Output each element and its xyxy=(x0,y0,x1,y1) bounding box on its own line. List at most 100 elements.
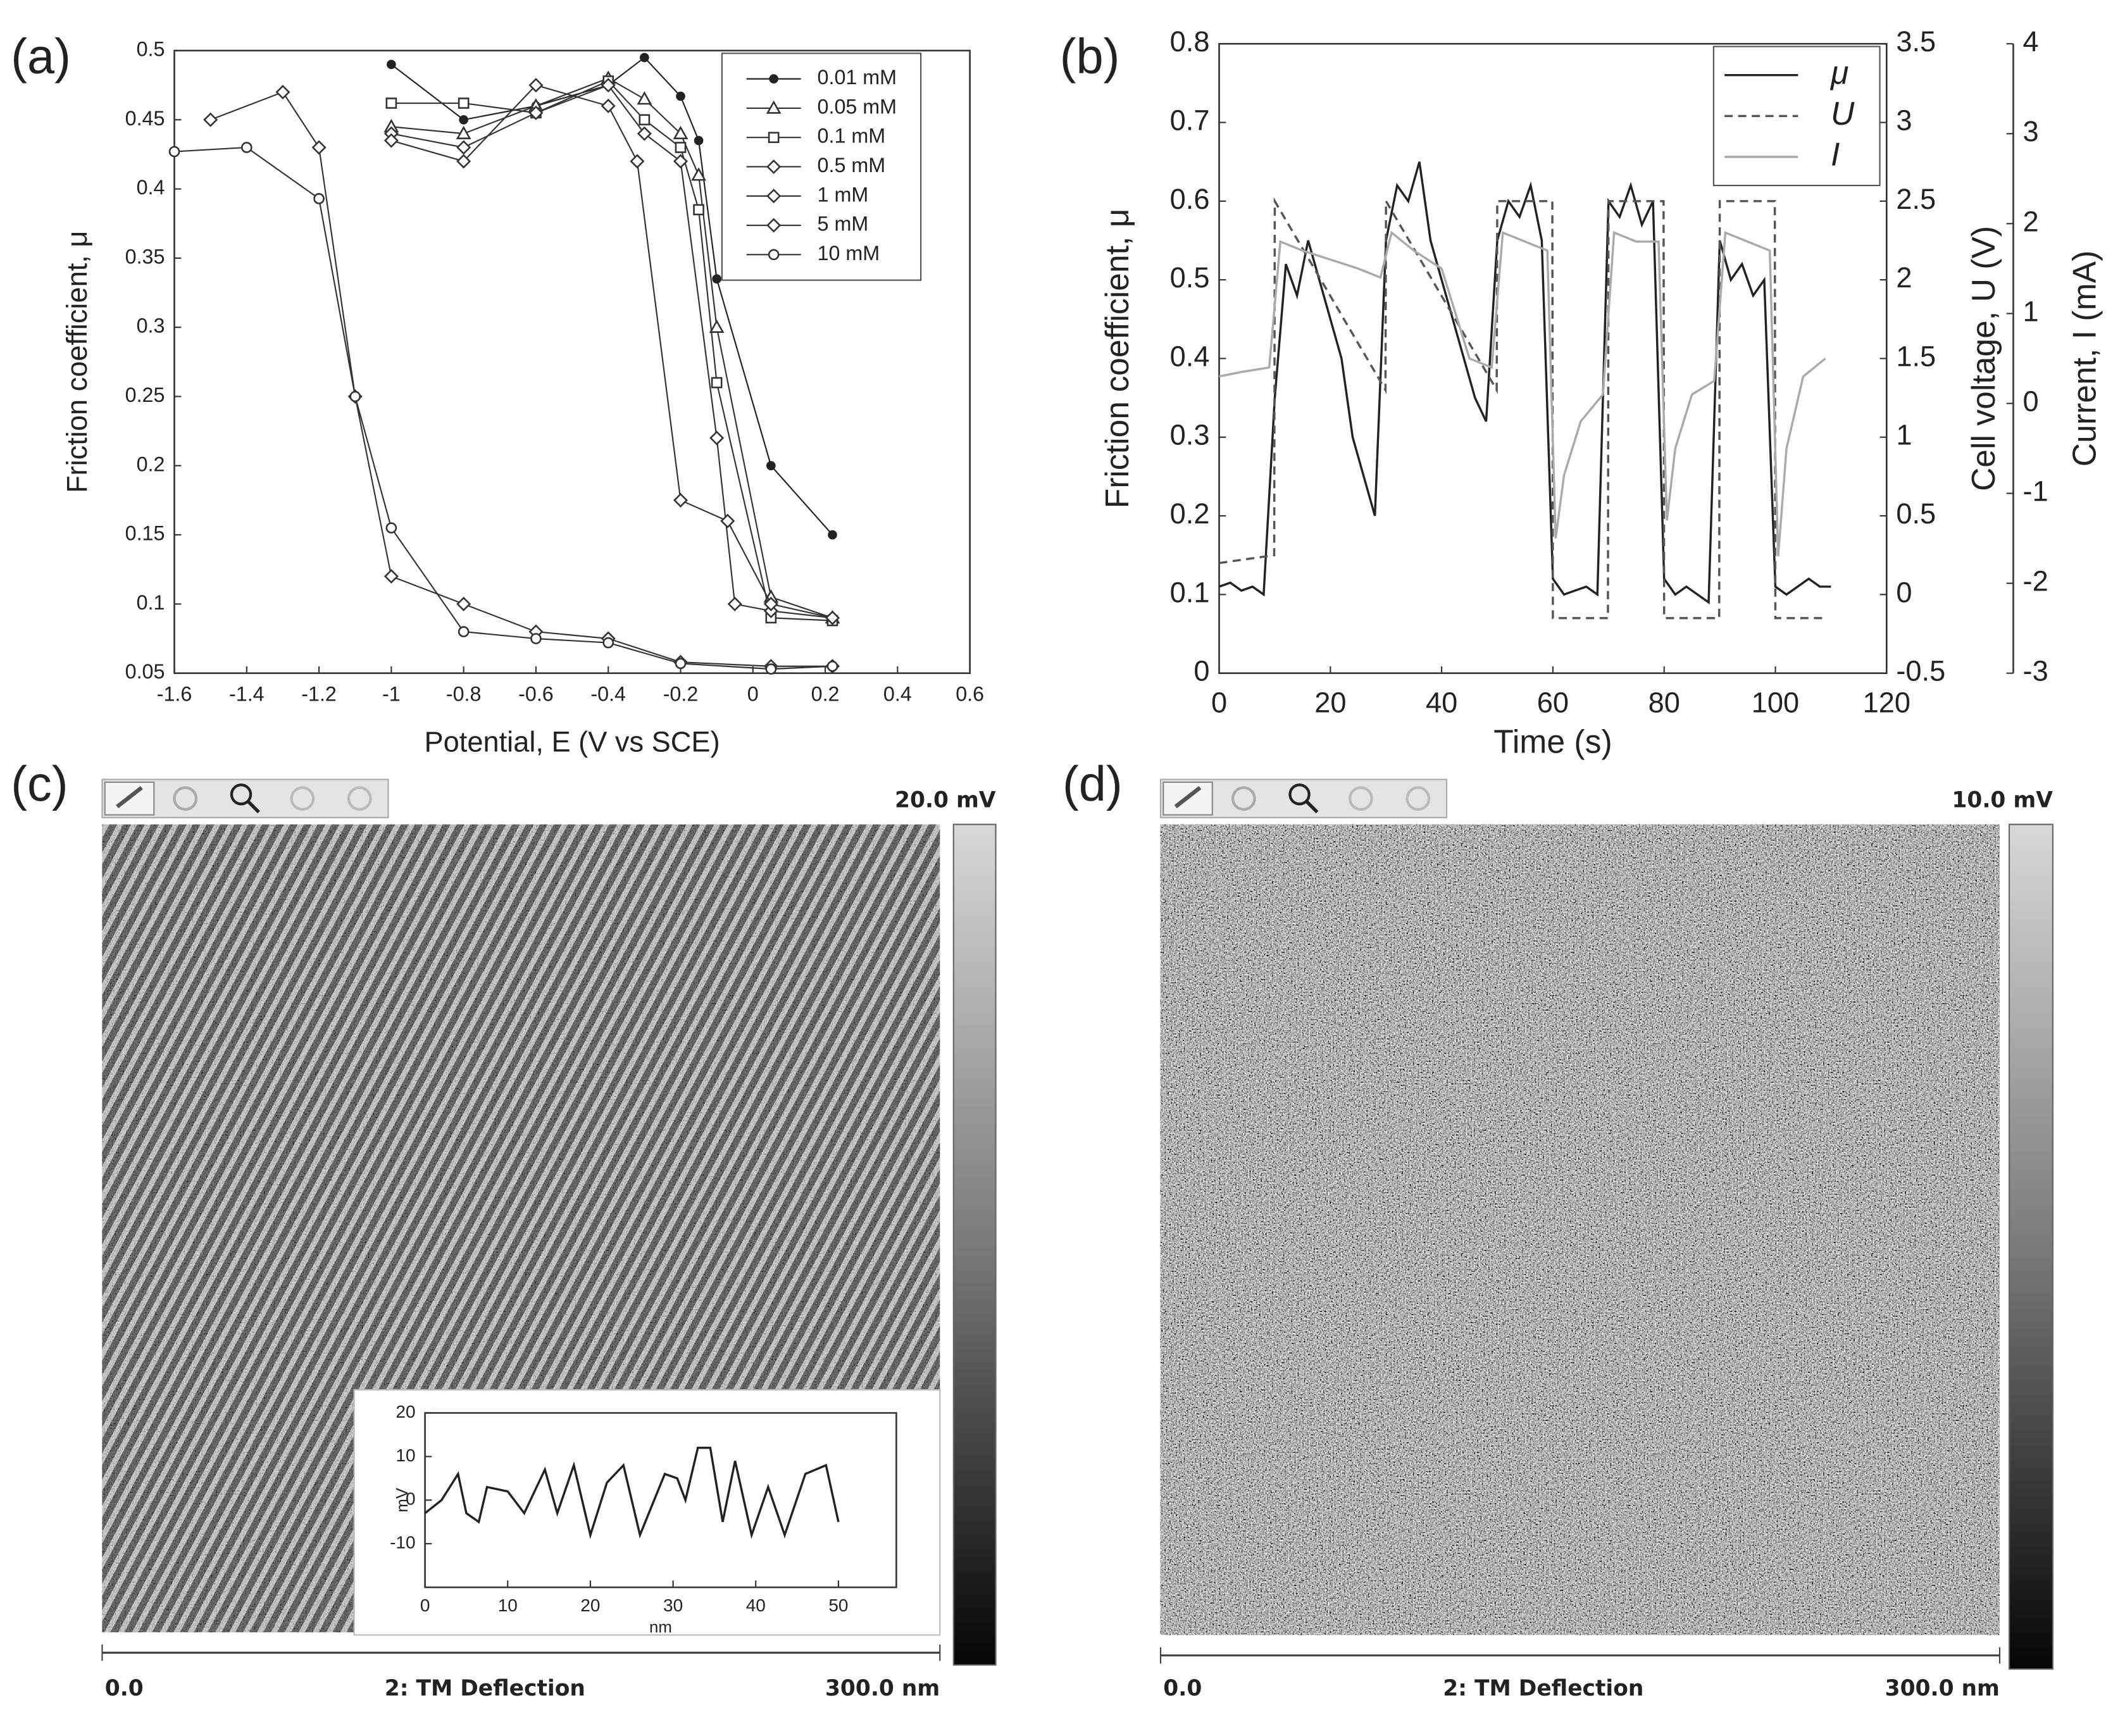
y-tick-label: 0.5 xyxy=(1896,497,1936,530)
x-axis-title: nm xyxy=(649,1618,672,1636)
y-tick-label: 0.3 xyxy=(137,315,165,337)
hand-tool[interactable] xyxy=(1231,786,1256,811)
marker xyxy=(640,53,649,63)
marker xyxy=(711,377,723,389)
panel-label: (c) xyxy=(11,757,68,811)
zoom-in-tool[interactable] xyxy=(290,786,315,811)
x-tick-label: -0.4 xyxy=(590,683,626,706)
y-tick-label: 0.05 xyxy=(125,660,165,683)
marker xyxy=(456,125,471,139)
hand-tool[interactable] xyxy=(173,786,198,811)
marker xyxy=(456,596,471,611)
marker xyxy=(459,115,468,125)
marker xyxy=(601,78,616,93)
marker xyxy=(727,596,742,611)
zoom-in-tool[interactable] xyxy=(1349,786,1373,811)
marker xyxy=(709,430,725,446)
zoom-out-tool[interactable] xyxy=(1405,786,1431,811)
marker xyxy=(383,133,399,148)
x-tick-label: -0.2 xyxy=(663,683,699,706)
x-axis-title: Potential, E (V vs SCE) xyxy=(425,726,720,758)
marker xyxy=(528,78,544,93)
x-tick-label: 0.4 xyxy=(883,683,912,706)
zoom-out-tool[interactable] xyxy=(347,786,372,811)
marker xyxy=(630,154,645,169)
marker xyxy=(385,97,397,109)
marker xyxy=(691,167,706,181)
marker xyxy=(313,193,325,204)
marker xyxy=(602,637,614,649)
legend-label: 10 mM xyxy=(818,242,880,265)
marker xyxy=(709,319,725,333)
y-tick-label: 0.2 xyxy=(1170,497,1210,530)
y-tick-label: 0 xyxy=(2023,385,2039,417)
y-tick-label: -0.5 xyxy=(1896,655,1945,687)
y-tick-label: 3 xyxy=(2023,115,2039,147)
toolbar xyxy=(1159,778,1448,818)
series-line xyxy=(390,56,833,535)
marker xyxy=(712,274,721,284)
marker xyxy=(693,204,704,216)
legend-label: 0.1 mM xyxy=(818,125,886,147)
y-tick-label: -2 xyxy=(2023,565,2048,597)
y-tick-label: 0.3 xyxy=(1170,419,1210,451)
y-tick-label: 0.45 xyxy=(125,107,165,130)
marker xyxy=(168,146,180,158)
y-tick-label: -10 xyxy=(390,1533,415,1552)
x-tick-label: 40 xyxy=(746,1595,766,1615)
y-tick-label: 20 xyxy=(396,1402,415,1421)
marker xyxy=(240,142,252,153)
x-tick-label: 120 xyxy=(1863,686,1910,718)
zoom-tool[interactable] xyxy=(230,784,252,806)
series-line xyxy=(391,77,833,619)
y-tick-label: 3 xyxy=(1896,104,1912,136)
plot-frame xyxy=(173,49,971,674)
marker xyxy=(637,126,652,141)
x-tick-label: 0.6 xyxy=(956,683,984,706)
inset-bg xyxy=(353,1389,941,1636)
y-tick-label: 0.25 xyxy=(125,384,165,406)
scale-max: 10.0 mV xyxy=(1952,788,2053,813)
panel-label: (a) xyxy=(11,29,71,84)
marker xyxy=(763,596,778,611)
colorbar xyxy=(952,823,997,1666)
y-tick-label: 1.5 xyxy=(1896,340,1936,372)
x-tick-label: 100 xyxy=(1752,686,1799,718)
y-tick-label: 0.6 xyxy=(1170,183,1210,215)
x-tick-label: 60 xyxy=(1537,686,1569,718)
legend-label: I xyxy=(1831,136,1840,173)
marker xyxy=(675,658,687,670)
marker xyxy=(766,189,782,204)
marker xyxy=(766,218,782,233)
y-axis-title: Friction coefficient, μ xyxy=(61,231,93,493)
scale-min: 0.0 xyxy=(1163,1676,1202,1701)
marker xyxy=(275,85,290,100)
marker xyxy=(673,492,689,508)
marker xyxy=(825,610,840,625)
zoom-tool[interactable] xyxy=(1288,784,1311,806)
x-axis-title: Time (s) xyxy=(1493,723,1612,759)
series-line xyxy=(1218,161,1831,605)
x-tick-label: 50 xyxy=(828,1595,848,1615)
pencil-icon xyxy=(1174,785,1202,809)
marker xyxy=(387,59,396,70)
y-tick-label: 2 xyxy=(2023,205,2039,237)
zoom-handle xyxy=(1305,800,1319,814)
marker xyxy=(311,140,327,155)
panel-label: (b) xyxy=(1060,29,1120,84)
marker xyxy=(637,91,652,105)
y-axis-title: Cell voltage, U (V) xyxy=(1965,226,2002,491)
marker xyxy=(639,114,651,126)
x-tick-label: 0 xyxy=(1211,686,1227,718)
legend-label: U xyxy=(1831,95,1855,132)
y-axis-title: Friction coefficient, μ xyxy=(1099,209,1135,509)
series-line xyxy=(391,80,833,621)
afm-panel-d: (d) 10.0 mV 0.0 2: TM Deflection 300.0 n… xyxy=(1062,757,2053,1701)
y-tick-label: 4 xyxy=(2023,25,2039,58)
y-tick-label: 10 xyxy=(396,1446,415,1465)
marker xyxy=(694,135,704,146)
toolbar xyxy=(101,778,389,818)
x-tick-label: 20 xyxy=(1314,686,1346,718)
marker xyxy=(676,91,685,101)
